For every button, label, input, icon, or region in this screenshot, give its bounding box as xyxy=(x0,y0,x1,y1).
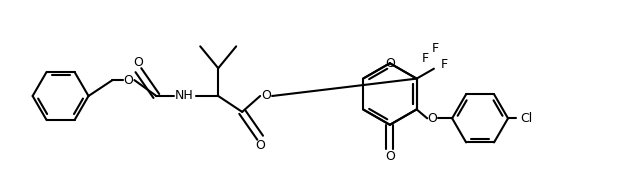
Text: NH: NH xyxy=(175,90,194,103)
Text: O: O xyxy=(261,90,271,103)
Text: F: F xyxy=(440,58,447,71)
Text: F: F xyxy=(431,42,438,55)
Text: O: O xyxy=(428,112,437,125)
Text: O: O xyxy=(255,139,265,152)
Text: F: F xyxy=(421,52,429,65)
Text: Cl: Cl xyxy=(520,112,532,125)
Text: O: O xyxy=(124,74,133,87)
Text: O: O xyxy=(385,150,395,163)
Text: O: O xyxy=(134,56,143,69)
Text: O: O xyxy=(385,57,395,70)
